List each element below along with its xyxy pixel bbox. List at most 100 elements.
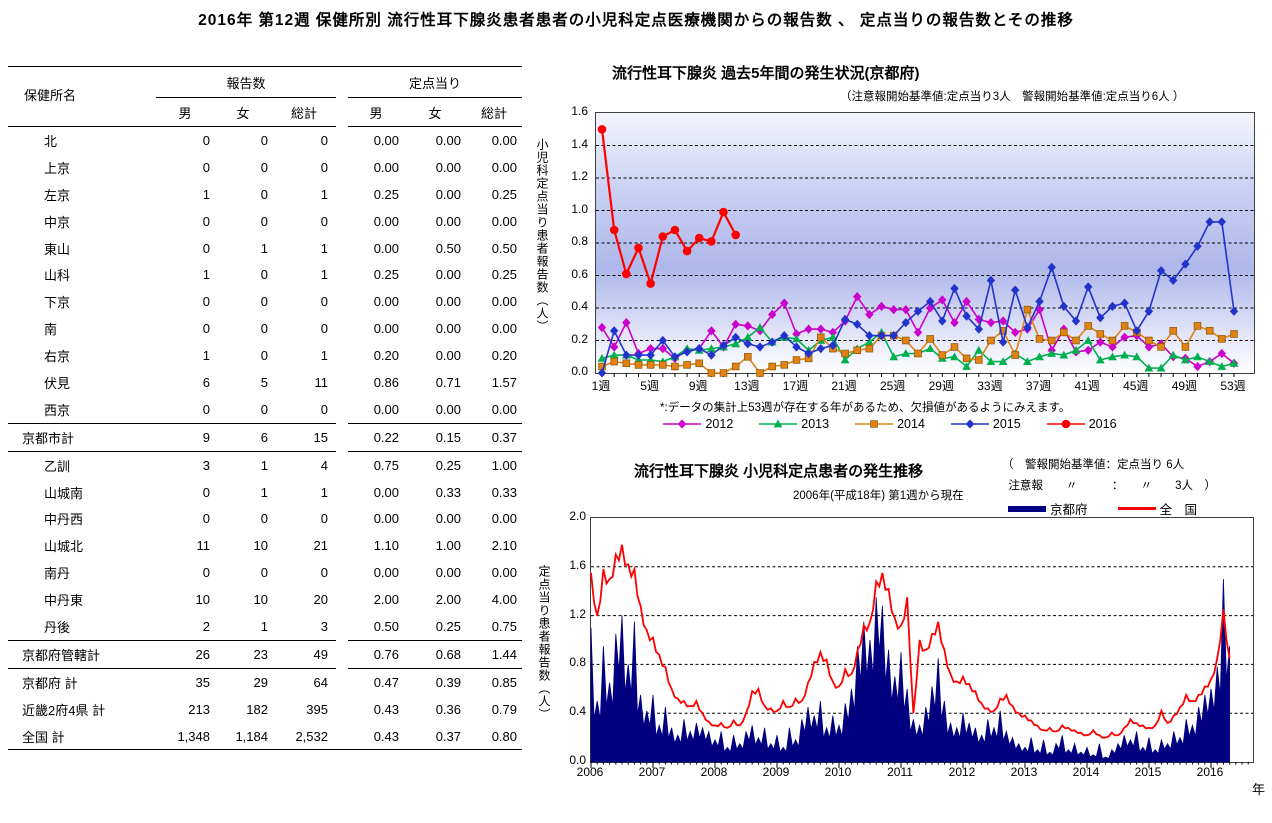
data-point-diamond-icon bbox=[1205, 217, 1214, 227]
table-column-gap bbox=[336, 208, 348, 235]
data-point-square-icon bbox=[1047, 336, 1056, 345]
trend-chart-y-axis-label: 定点当り患者報告数（人） bbox=[537, 565, 551, 721]
report-count-value: 1 bbox=[260, 240, 268, 256]
data-point-triangle-icon bbox=[1168, 350, 1178, 359]
legend-label: 2014 bbox=[897, 417, 925, 431]
y-axis-tick-label: 1.6 bbox=[571, 104, 588, 118]
x-axis-tick-label: 5週 bbox=[640, 379, 659, 393]
data-point-diamond-icon bbox=[938, 295, 947, 305]
per-sentinel-value: 0.00 bbox=[435, 294, 461, 310]
data-point-triangle-icon bbox=[950, 352, 959, 361]
health-center-name: 伏見 bbox=[44, 375, 71, 391]
per-sentinel-value: 0.00 bbox=[373, 294, 399, 310]
per-sentinel-value: 1.44 bbox=[466, 639, 522, 669]
data-point-square-icon bbox=[671, 362, 679, 371]
data-point-square-icon bbox=[719, 369, 728, 377]
data-point-square-icon bbox=[817, 333, 825, 342]
five-year-chart-title: 流行性耳下腺炎 過去5年間の発生状況(京都府) bbox=[612, 65, 920, 82]
data-point-diamond-icon bbox=[1096, 337, 1105, 347]
data-point-triangle-icon bbox=[1217, 362, 1227, 370]
data-point-square-icon bbox=[902, 336, 910, 345]
data-point-diamond-icon bbox=[1217, 217, 1226, 227]
health-center-name: 乙訓 bbox=[8, 450, 156, 479]
report-count-value: 10 bbox=[253, 592, 268, 608]
report-count-value: 213 bbox=[188, 701, 210, 717]
per-sentinel-value: 0.00 bbox=[373, 511, 399, 527]
report-count-value: 11 bbox=[314, 374, 329, 390]
y-axis-tick-label: 1.4 bbox=[571, 136, 588, 151]
report-count-value: 6 bbox=[202, 374, 210, 390]
table-header: 保健所名 報告数 定点当り 男 女 総計 男 女 総計 bbox=[8, 66, 522, 127]
data-point-circle-icon bbox=[622, 269, 631, 279]
data-point-diamond-icon bbox=[913, 306, 923, 316]
report-count-value: 0 bbox=[202, 159, 210, 175]
col-header-total-rate: 総計 bbox=[466, 97, 522, 127]
data-point-triangle-icon bbox=[1144, 363, 1154, 372]
table-column-gap bbox=[336, 451, 348, 478]
table-column-gap bbox=[336, 181, 348, 208]
x-axis-tick-label: 45週 bbox=[1123, 379, 1149, 393]
data-point-diamond-icon bbox=[998, 337, 1008, 347]
data-point-square-icon bbox=[1096, 330, 1105, 338]
report-count-value: 1 bbox=[320, 348, 328, 364]
per-sentinel-value: 0.80 bbox=[466, 722, 522, 751]
data-point-diamond-icon bbox=[1120, 332, 1129, 342]
data-point-triangle-icon bbox=[1071, 345, 1081, 354]
table-row: 右京 1 0 1 0.20 0.00 0.20 bbox=[8, 342, 522, 369]
legend-item-2014: 2014 bbox=[855, 417, 925, 431]
table-column-gap bbox=[336, 342, 348, 369]
per-sentinel-value: 0.25 bbox=[373, 186, 399, 202]
col-header-male-rate: 男 bbox=[348, 97, 404, 127]
data-point-square-icon bbox=[695, 359, 703, 368]
data-point-diamond-icon bbox=[965, 419, 975, 429]
table-row: 伏見 6 5 11 0.86 0.71 1.57 bbox=[8, 369, 522, 396]
health-center-name: 山科 bbox=[44, 268, 71, 284]
series-line-2016 bbox=[600, 129, 737, 288]
data-point-triangle-icon bbox=[828, 332, 838, 341]
data-point-diamond-icon bbox=[986, 275, 996, 285]
report-count-value: 5 bbox=[260, 374, 268, 390]
report-count-value: 1 bbox=[260, 484, 268, 500]
data-point-diamond-icon bbox=[998, 316, 1008, 326]
health-center-name: 京都府管轄計 bbox=[8, 639, 156, 669]
data-point-diamond-icon bbox=[1084, 345, 1093, 355]
data-point-diamond-icon bbox=[938, 316, 947, 326]
trend-chart-note-line1: （ 警報開始基準値：定点当り 6人 bbox=[1002, 459, 1185, 471]
per-sentinel-value: 0.00 bbox=[435, 565, 461, 581]
data-point-triangle-icon bbox=[1083, 336, 1093, 344]
data-point-square-icon bbox=[610, 357, 618, 366]
data-point-square-icon bbox=[926, 335, 934, 343]
data-point-square-icon bbox=[659, 361, 667, 369]
data-point-triangle-icon bbox=[901, 349, 911, 357]
health-center-name: 近畿2府4県 計 bbox=[22, 702, 106, 718]
data-point-diamond-icon bbox=[610, 326, 619, 336]
per-sentinel-value: 0.00 bbox=[491, 565, 517, 581]
per-sentinel-value: 1.57 bbox=[491, 374, 517, 390]
x-axis-tick-label: 1週 bbox=[591, 379, 611, 393]
data-point-diamond-icon bbox=[962, 296, 971, 307]
y-axis-tick-label: 1.0 bbox=[571, 201, 588, 216]
data-point-triangle-icon bbox=[998, 357, 1008, 365]
per-sentinel-value: 0.00 bbox=[373, 132, 399, 148]
data-point-diamond-icon bbox=[743, 321, 752, 331]
per-sentinel-value: 0.15 bbox=[404, 422, 466, 452]
data-point-circle-icon bbox=[670, 225, 680, 235]
x-axis-tick-label: 9週 bbox=[688, 379, 708, 393]
health-center-name: 南 bbox=[44, 322, 58, 338]
legend-label-national: 全 国 bbox=[1159, 503, 1198, 517]
data-point-square-icon bbox=[646, 361, 655, 369]
per-sentinel-value: 0.37 bbox=[404, 722, 466, 751]
report-count-value: 1 bbox=[320, 267, 328, 283]
report-count-value: 0 bbox=[202, 294, 210, 310]
per-sentinel-value: 1.00 bbox=[435, 538, 461, 554]
data-point-square-icon bbox=[1181, 343, 1190, 351]
data-point-diamond-icon bbox=[913, 327, 923, 337]
health-center-name: 右京 bbox=[44, 349, 71, 365]
table-row: 中丹東 10 10 20 2.00 2.00 4.00 bbox=[8, 586, 522, 613]
data-point-square-icon bbox=[1084, 322, 1092, 330]
data-point-diamond-icon bbox=[731, 319, 740, 329]
table-column-gap bbox=[336, 696, 348, 723]
legend-item-2013: 2013 bbox=[759, 417, 829, 431]
data-point-diamond-icon bbox=[816, 324, 825, 334]
data-point-triangle-icon bbox=[1047, 349, 1057, 357]
